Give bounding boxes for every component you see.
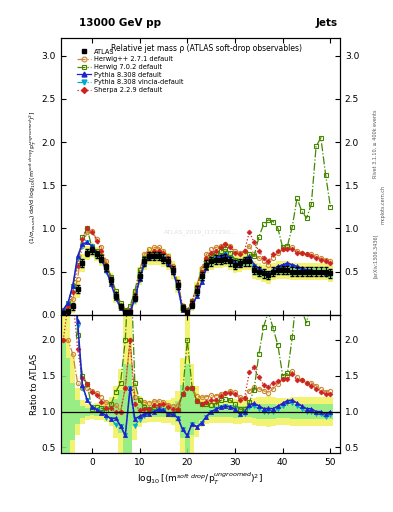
Text: Relative jet mass ρ (ATLAS soft-drop observables): Relative jet mass ρ (ATLAS soft-drop obs… <box>111 44 302 53</box>
Text: Jets: Jets <box>316 18 338 28</box>
Legend: ATLAS, Herwig++ 2.7.1 default, Herwig 7.0.2 default, Pythia 8.308 default, Pythi: ATLAS, Herwig++ 2.7.1 default, Herwig 7.… <box>75 47 185 94</box>
Text: Rivet 3.1.10, ≥ 400k events: Rivet 3.1.10, ≥ 400k events <box>373 109 378 178</box>
Text: 13000 GeV pp: 13000 GeV pp <box>79 18 161 28</box>
Text: ATLAS_2019_I177290...: ATLAS_2019_I177290... <box>164 229 237 235</box>
X-axis label: $\log_{10}$[(m$^{soft\ drop}$/p$_T^{ungroomed}$)$^2$]: $\log_{10}$[(m$^{soft\ drop}$/p$_T^{ungr… <box>138 471 263 487</box>
Y-axis label: $(1/\sigma_{resum})$ d$\sigma$/d log$_{10}$[(m$^{soft\ drop}$/p$_T^{ungroomed}$): $(1/\sigma_{resum})$ d$\sigma$/d log$_{1… <box>28 110 39 244</box>
Text: mcplots.cern.ch: mcplots.cern.ch <box>381 185 386 224</box>
Y-axis label: Ratio to ATLAS: Ratio to ATLAS <box>30 353 39 415</box>
Text: [arXiv:1306.3436]: [arXiv:1306.3436] <box>373 234 378 278</box>
